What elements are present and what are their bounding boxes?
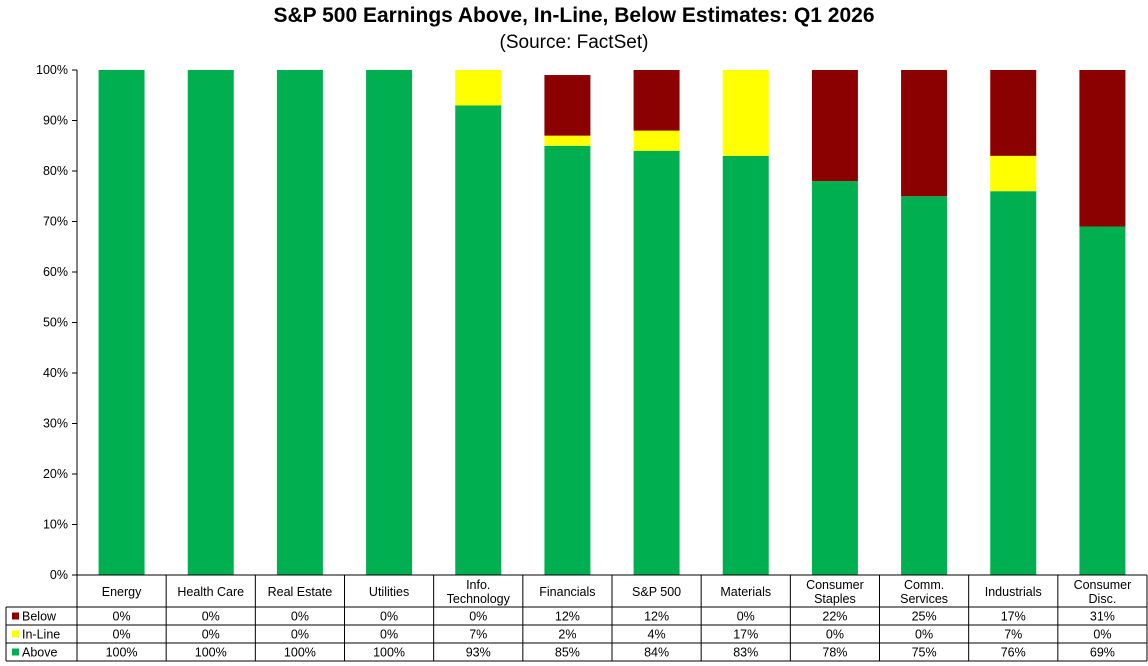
bar-below-segment	[811, 70, 858, 182]
data-label: 0%	[915, 628, 933, 642]
data-label: 69%	[1090, 646, 1115, 660]
bar-above-segment	[990, 191, 1037, 575]
bar-in-line-segment	[544, 135, 591, 146]
data-label: 100%	[195, 646, 227, 660]
category-label: Technology	[447, 592, 511, 606]
category-label: Consumer	[1074, 578, 1132, 592]
y-tick-label: 50%	[43, 316, 68, 330]
y-tick-label: 70%	[43, 215, 68, 229]
bar-above-segment	[1079, 226, 1126, 576]
data-label: 0%	[202, 628, 220, 642]
category-label: Financials	[539, 585, 595, 599]
legend-swatch-above	[12, 648, 19, 656]
bar-above-segment	[98, 70, 145, 575]
data-label: 0%	[380, 628, 398, 642]
bar-above-segment	[187, 70, 234, 575]
category-label: Services	[900, 592, 948, 606]
data-label: 12%	[555, 610, 580, 624]
category-label: Health Care	[177, 585, 244, 599]
bar-in-line-segment	[455, 70, 502, 106]
data-label: 17%	[733, 628, 758, 642]
bar-above-segment	[276, 70, 323, 575]
bar-below-segment	[990, 70, 1037, 156]
data-label: 0%	[113, 628, 131, 642]
data-label: 100%	[373, 646, 405, 660]
y-tick-label: 20%	[43, 467, 68, 481]
bar-above-segment	[901, 196, 948, 575]
data-label: 7%	[1004, 628, 1022, 642]
y-tick-label: 100%	[36, 63, 68, 77]
data-label: 4%	[648, 628, 666, 642]
y-tick-label: 0%	[50, 568, 68, 582]
data-label: 83%	[733, 646, 758, 660]
data-label: 0%	[737, 610, 755, 624]
y-tick-label: 80%	[43, 164, 68, 178]
bar-below-segment	[544, 75, 591, 136]
chart-title: S&P 500 Earnings Above, In-Line, Below E…	[273, 4, 874, 27]
category-label: Utilities	[369, 585, 409, 599]
y-tick-label: 40%	[43, 366, 68, 380]
category-label: Consumer	[806, 578, 864, 592]
data-label: 12%	[644, 610, 669, 624]
data-label: 0%	[202, 610, 220, 624]
data-label: 22%	[822, 610, 847, 624]
y-tick-label: 60%	[43, 265, 68, 279]
bar-in-line-segment	[633, 130, 680, 151]
bar-in-line-segment	[990, 155, 1037, 192]
bar-above-segment	[544, 145, 591, 575]
bar-above-segment	[366, 70, 413, 575]
data-label: 84%	[644, 646, 669, 660]
y-tick-label: 10%	[43, 518, 68, 532]
bar-below-segment	[633, 70, 680, 131]
data-label: 7%	[469, 628, 487, 642]
category-label: Info.	[466, 578, 490, 592]
data-label: 17%	[1001, 610, 1026, 624]
data-label: 100%	[284, 646, 316, 660]
legend-swatch-below	[12, 612, 19, 620]
bar-above-segment	[811, 181, 858, 575]
data-label: 76%	[1001, 646, 1026, 660]
legend-swatch-in-line	[12, 630, 19, 638]
category-label: Real Estate	[268, 585, 333, 599]
y-tick-label: 90%	[43, 114, 68, 128]
category-label: S&P 500	[632, 585, 681, 599]
data-label: 93%	[466, 646, 491, 660]
data-label: 100%	[106, 646, 138, 660]
data-label: 75%	[912, 646, 937, 660]
bar-above-segment	[722, 155, 769, 575]
y-tick-label: 30%	[43, 417, 68, 431]
data-label: 78%	[822, 646, 847, 660]
data-label: 0%	[291, 610, 309, 624]
data-label: 85%	[555, 646, 580, 660]
legend-label-above: Above	[22, 646, 57, 660]
data-label: 0%	[1093, 628, 1111, 642]
legend-label-below: Below	[22, 610, 57, 624]
bar-above-segment	[633, 150, 680, 576]
bar-below-segment	[1079, 70, 1126, 227]
category-label: Staples	[814, 592, 856, 606]
category-label: Industrials	[985, 585, 1042, 599]
category-label: Disc.	[1089, 592, 1117, 606]
category-label: Materials	[720, 585, 771, 599]
data-label: 0%	[469, 610, 487, 624]
data-label: 0%	[113, 610, 131, 624]
category-label: Energy	[102, 585, 142, 599]
data-label: 0%	[826, 628, 844, 642]
data-label: 31%	[1090, 610, 1115, 624]
bar-in-line-segment	[722, 70, 769, 156]
data-label: 0%	[380, 610, 398, 624]
category-label: Comm.	[904, 578, 944, 592]
legend-label-in-line: In-Line	[22, 628, 60, 642]
data-label: 0%	[291, 628, 309, 642]
data-label: 2%	[558, 628, 576, 642]
bar-below-segment	[901, 70, 948, 197]
bar-above-segment	[455, 105, 502, 575]
data-label: 25%	[912, 610, 937, 624]
chart-subtitle: (Source: FactSet)	[500, 32, 649, 53]
